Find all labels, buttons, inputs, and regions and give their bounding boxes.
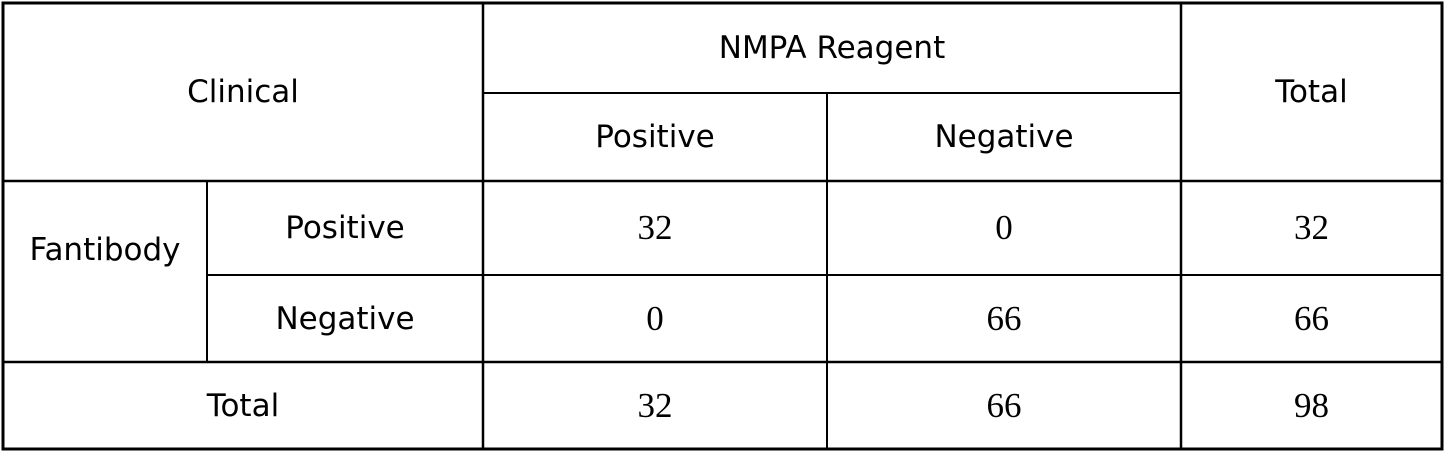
column-header: Positive [595, 119, 715, 155]
column-total: 66 [986, 385, 1022, 425]
column-header: Negative [934, 119, 1074, 155]
column-total: 32 [637, 385, 673, 425]
grand-total: 98 [1294, 385, 1329, 425]
row-label: Negative [275, 300, 415, 337]
row-total: 66 [1294, 298, 1329, 338]
row-total: 32 [1294, 208, 1329, 247]
row-group-label: Fantibody [29, 232, 181, 268]
cell-value: 32 [637, 208, 673, 247]
cell-value: 66 [986, 298, 1022, 338]
group-header: NMPA Reagent [718, 30, 946, 66]
total-row-label: Total [206, 387, 280, 424]
corner-header: Clinical [187, 74, 299, 110]
cell-value: 0 [646, 298, 664, 338]
total-header: Total [1275, 74, 1348, 110]
cell-value: 0 [995, 208, 1013, 247]
row-label: Positive [285, 210, 405, 246]
